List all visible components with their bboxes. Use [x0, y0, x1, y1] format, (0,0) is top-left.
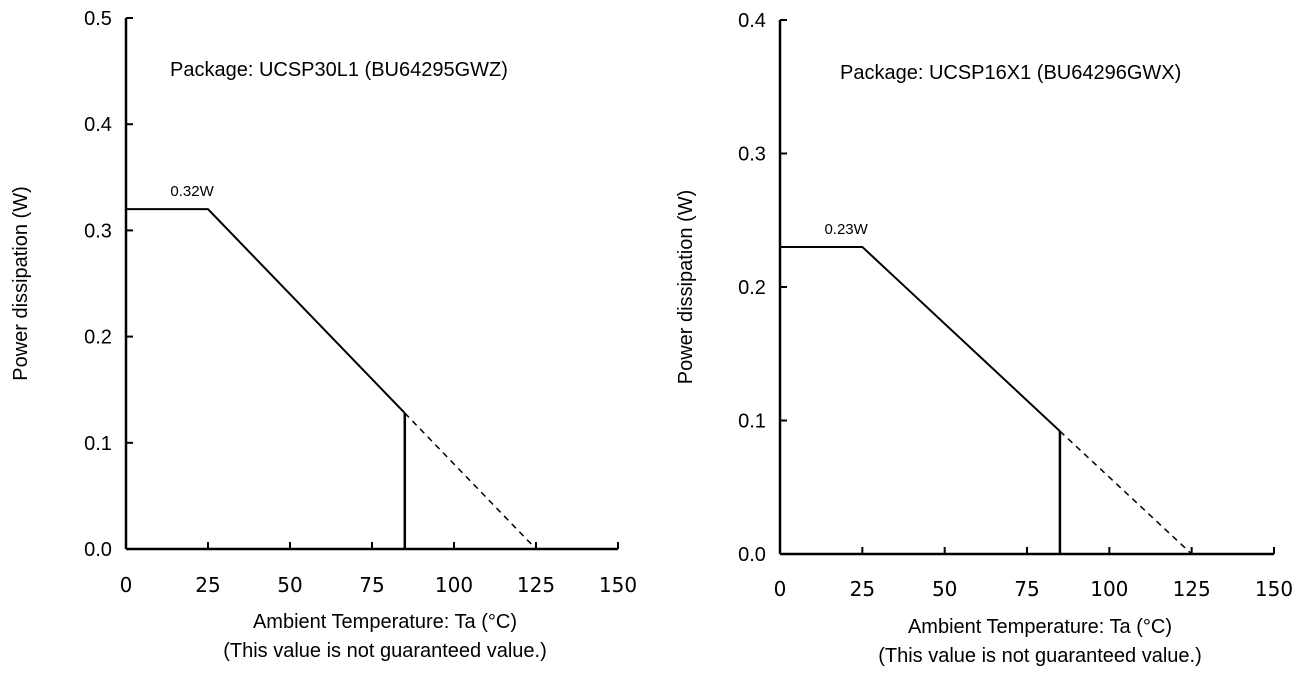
x-tick-label: 100 — [1090, 577, 1128, 601]
x-tick-label: 100 — [435, 573, 473, 597]
value-label: 0.23W — [824, 221, 868, 238]
y-axis-label: Power dissipation (W) — [675, 190, 697, 385]
x-axis-label: Ambient Temperature: Ta (°C) — [908, 616, 1172, 638]
y-tick-label: 0.3 — [84, 220, 112, 242]
y-tick-label: 0.5 — [84, 8, 112, 30]
derating-line-dashed — [404, 412, 537, 550]
x-axis-note: (This value is not guaranteed value.) — [223, 640, 547, 662]
x-tick-label: 150 — [599, 573, 637, 597]
x-tick-label: 25 — [195, 573, 220, 597]
x-tick-label: 0 — [120, 573, 133, 597]
x-tick-label: 125 — [1173, 577, 1211, 601]
package-annotation: Package: UCSP30L1 (BU64295GWZ) — [170, 59, 508, 81]
y-tick-label: 0.1 — [738, 411, 766, 433]
y-tick-label: 0.0 — [738, 544, 766, 566]
x-tick-label: 75 — [359, 573, 384, 597]
x-tick-label: 75 — [1014, 577, 1039, 601]
y-tick-label: 0.2 — [738, 277, 766, 299]
x-tick-label: 150 — [1255, 577, 1293, 601]
x-tick-label: 50 — [277, 573, 302, 597]
y-tick-label: 0.1 — [84, 433, 112, 455]
x-tick-label: 25 — [850, 577, 875, 601]
y-tick-label: 0.3 — [738, 144, 766, 166]
x-tick-label: 0 — [774, 577, 787, 601]
y-tick-label: 0.2 — [84, 327, 112, 349]
derating-line-dashed — [1059, 430, 1193, 555]
derating-line-solid — [126, 208, 406, 414]
chart-left: 0.0 0.1 0.2 0.3 0.4 0.5 0 25 50 75 100 125 150 0.32W P… — [10, 8, 637, 662]
derating-line-solid — [780, 245, 1061, 432]
x-tick-label: 50 — [932, 577, 957, 601]
package-annotation: Package: UCSP16X1 (BU64296GWX) — [840, 62, 1181, 84]
y-tick-label: 0.4 — [738, 10, 766, 32]
chart-right: 0.0 0.1 0.2 0.3 0.4 0 25 50 75 100 125 150 0.23W Pack… — [675, 10, 1293, 667]
y-tick-label: 0.0 — [84, 539, 112, 561]
value-label: 0.32W — [170, 183, 214, 200]
x-tick-label: 125 — [517, 573, 555, 597]
x-axis-label: Ambient Temperature: Ta (°C) — [253, 611, 517, 633]
x-axis-note: (This value is not guaranteed value.) — [878, 645, 1202, 667]
y-axis-label: Power dissipation (W) — [10, 186, 32, 381]
y-tick-label: 0.4 — [84, 114, 112, 136]
